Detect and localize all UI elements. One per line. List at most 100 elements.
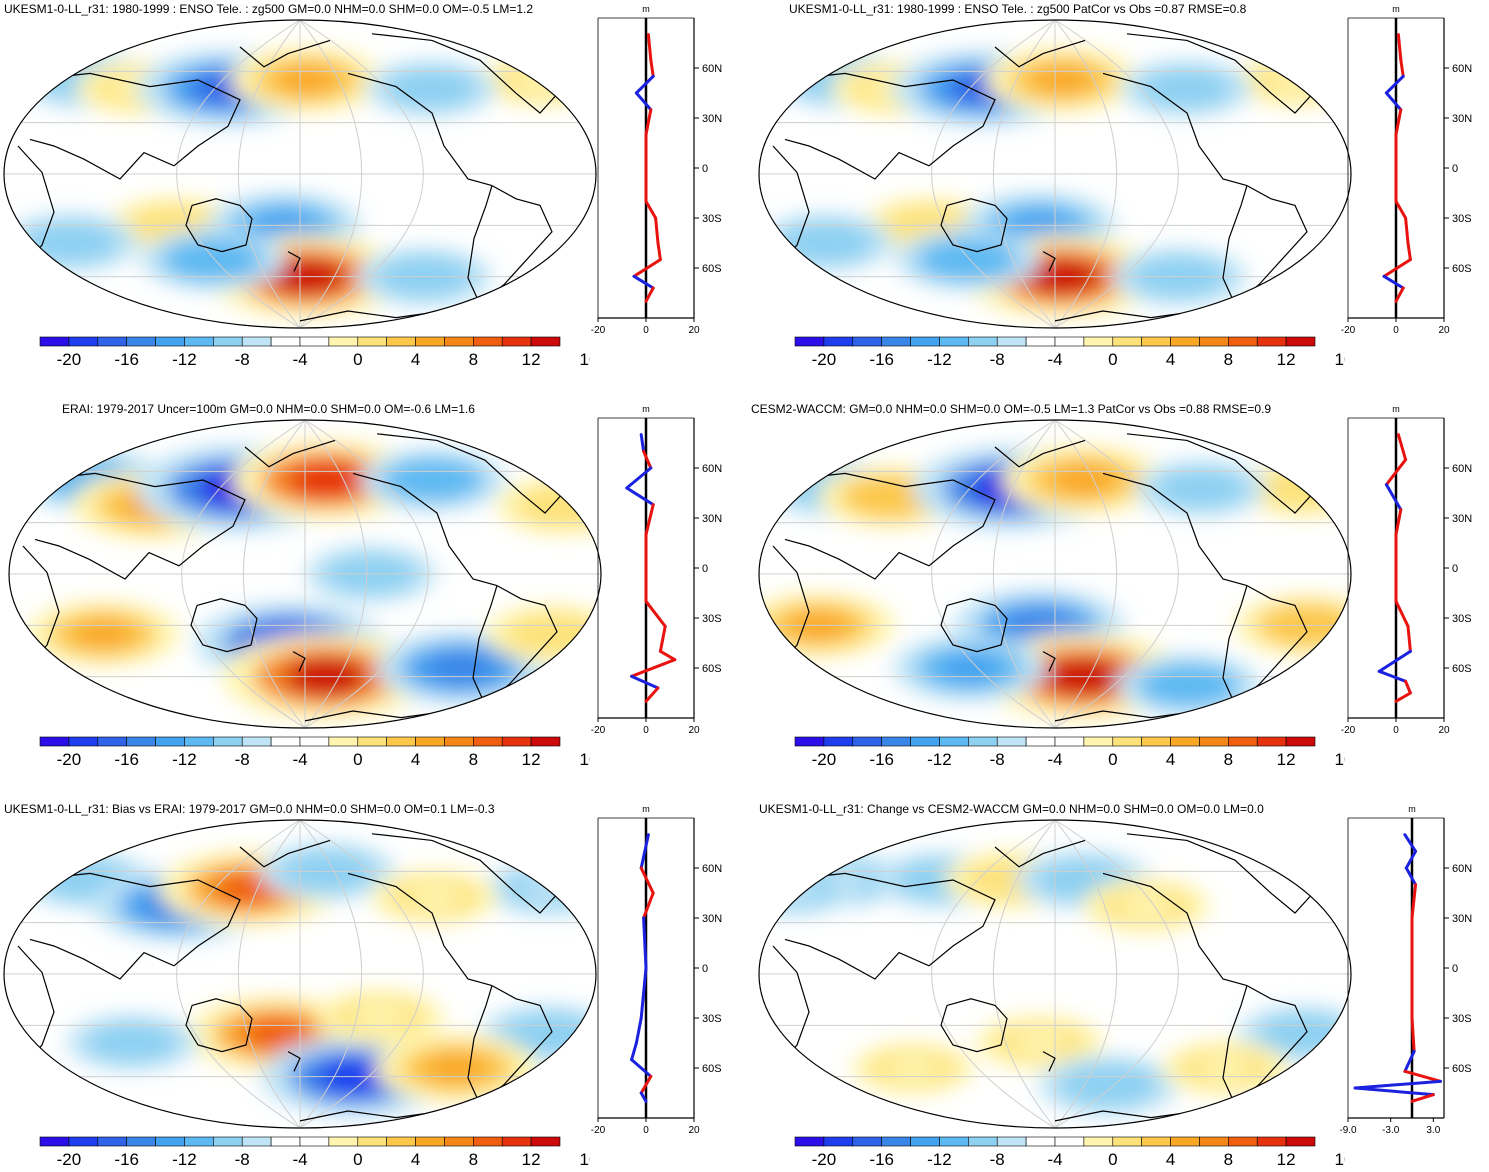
colorbar-label: -12 bbox=[172, 350, 197, 369]
colorbar-swatch bbox=[910, 736, 940, 747]
colorbar-swatch bbox=[415, 736, 445, 747]
colorbar-label: 0 bbox=[353, 350, 362, 369]
lat-tick-label: 60N bbox=[1452, 63, 1472, 75]
profile-segment bbox=[1353, 1086, 1435, 1097]
anomaly-blob bbox=[1031, 65, 1093, 95]
graticule bbox=[759, 20, 1351, 328]
x-tick-label: -20 bbox=[1341, 725, 1356, 736]
colorbar-label: -4 bbox=[1047, 1150, 1062, 1169]
colorbar-swatch bbox=[126, 336, 156, 347]
anomaly-blob bbox=[288, 461, 365, 498]
profile-segment bbox=[1384, 458, 1408, 487]
colorbar-label: 16 bbox=[579, 1150, 590, 1169]
colorbar-label: 4 bbox=[1166, 350, 1175, 369]
colorbar-label: -20 bbox=[812, 1150, 837, 1169]
colorbar-label: 8 bbox=[1224, 750, 1233, 769]
colorbar-swatch bbox=[1083, 336, 1114, 347]
map-field bbox=[759, 820, 1351, 1128]
colorbar-label: -20 bbox=[57, 750, 82, 769]
colorbar-swatch bbox=[823, 336, 854, 347]
lat-tick-label: 30S bbox=[1452, 1013, 1472, 1025]
colorbar-swatch bbox=[357, 1136, 387, 1147]
unit-label: m bbox=[642, 4, 650, 14]
graticule bbox=[759, 820, 1351, 1128]
colorbar-label: 0 bbox=[353, 750, 362, 769]
lat-tick-label: 0 bbox=[702, 963, 708, 975]
profile-segment bbox=[644, 686, 660, 703]
colorbar-swatch bbox=[184, 1136, 214, 1147]
zonal-profile-plot: m 60N 30N 0 30S 60S -20 0 20 bbox=[1341, 404, 1472, 736]
anomaly-blob bbox=[888, 1056, 938, 1081]
lat-tick-label: 0 bbox=[1452, 163, 1458, 175]
anomaly-blob bbox=[526, 620, 581, 648]
colorbar-swatch bbox=[996, 736, 1027, 747]
profile-segment bbox=[1382, 258, 1412, 278]
profile-segment bbox=[1396, 433, 1408, 462]
colorbar-label: 4 bbox=[1166, 750, 1175, 769]
map-border bbox=[3, 819, 597, 1129]
colorbar-swatch bbox=[939, 336, 969, 347]
colorbar-swatch bbox=[126, 736, 156, 747]
colorbar-swatch bbox=[97, 1136, 127, 1147]
x-tick-label: 20 bbox=[688, 1125, 700, 1136]
x-tick-label: 20 bbox=[1438, 725, 1450, 736]
anomaly-blob bbox=[799, 229, 854, 256]
profile-segment bbox=[639, 433, 646, 453]
map-border bbox=[8, 419, 602, 729]
colorbar-swatch bbox=[1025, 1136, 1056, 1147]
profile-segment bbox=[630, 674, 660, 690]
colorbar-swatch bbox=[155, 336, 185, 347]
profile-segment bbox=[1394, 508, 1403, 537]
colorbar-swatch bbox=[1025, 736, 1056, 747]
anomaly-blob bbox=[516, 67, 567, 92]
colorbar-label: -8 bbox=[990, 750, 1005, 769]
colorbar-swatch bbox=[794, 336, 825, 347]
colorbar-swatch bbox=[328, 336, 359, 347]
anomaly-blob bbox=[276, 65, 338, 95]
profile-segment bbox=[634, 91, 653, 112]
profile-segment bbox=[654, 216, 660, 245]
colorbar-swatch bbox=[39, 736, 70, 747]
zonal-profile-plot: m 60N 30N 0 30S 60S -20 0 20 bbox=[1341, 4, 1472, 336]
colorbar-swatch bbox=[939, 736, 969, 747]
profile-segment bbox=[1404, 216, 1410, 245]
colorbar-swatch bbox=[530, 736, 561, 747]
colorbar: -20-16-12-8-4048121620 bbox=[794, 336, 1345, 369]
x-tick-label: 0 bbox=[1393, 325, 1399, 336]
profile-segment bbox=[1396, 33, 1403, 62]
profile-segment bbox=[644, 108, 653, 137]
colorbar-swatch bbox=[386, 736, 416, 747]
profile-segment bbox=[1353, 1079, 1442, 1090]
colorbar-swatch bbox=[1054, 1136, 1085, 1147]
profile-segment bbox=[644, 599, 667, 628]
colorbar-label: -8 bbox=[235, 1150, 250, 1169]
profile-segment bbox=[1403, 1049, 1416, 1073]
profile-segment bbox=[642, 449, 653, 470]
anomaly-blob bbox=[1277, 1021, 1330, 1047]
lat-tick-label: 30N bbox=[1452, 513, 1472, 525]
anomaly-blob bbox=[72, 619, 134, 649]
profile-segment bbox=[1377, 649, 1412, 673]
profile-segment bbox=[1406, 624, 1412, 653]
colorbar-swatch bbox=[1112, 336, 1142, 347]
profile-segment bbox=[625, 466, 653, 490]
lat-tick-label: 60N bbox=[702, 863, 722, 875]
x-tick-label: -20 bbox=[591, 325, 606, 336]
profile-segment bbox=[1404, 679, 1412, 695]
lat-tick-label: 30N bbox=[702, 913, 722, 925]
colorbar-swatch bbox=[968, 336, 998, 347]
colorbar-label: 12 bbox=[1277, 1150, 1296, 1169]
lat-tick-label: 60S bbox=[1452, 263, 1472, 275]
colorbar-swatch bbox=[1112, 736, 1142, 747]
colorbar-swatch bbox=[823, 1136, 854, 1147]
profile-segment bbox=[1404, 849, 1418, 870]
map-field bbox=[759, 20, 1351, 328]
lat-tick-label: 60S bbox=[1452, 663, 1472, 675]
anomaly-blob bbox=[1159, 75, 1213, 102]
map-plot bbox=[758, 819, 1352, 1129]
unit-label: m bbox=[1408, 804, 1416, 814]
profile-frame bbox=[1347, 817, 1445, 1119]
colorbar-swatch bbox=[1083, 1136, 1114, 1147]
colorbar-swatch bbox=[386, 1136, 416, 1147]
map-plot bbox=[758, 19, 1352, 329]
